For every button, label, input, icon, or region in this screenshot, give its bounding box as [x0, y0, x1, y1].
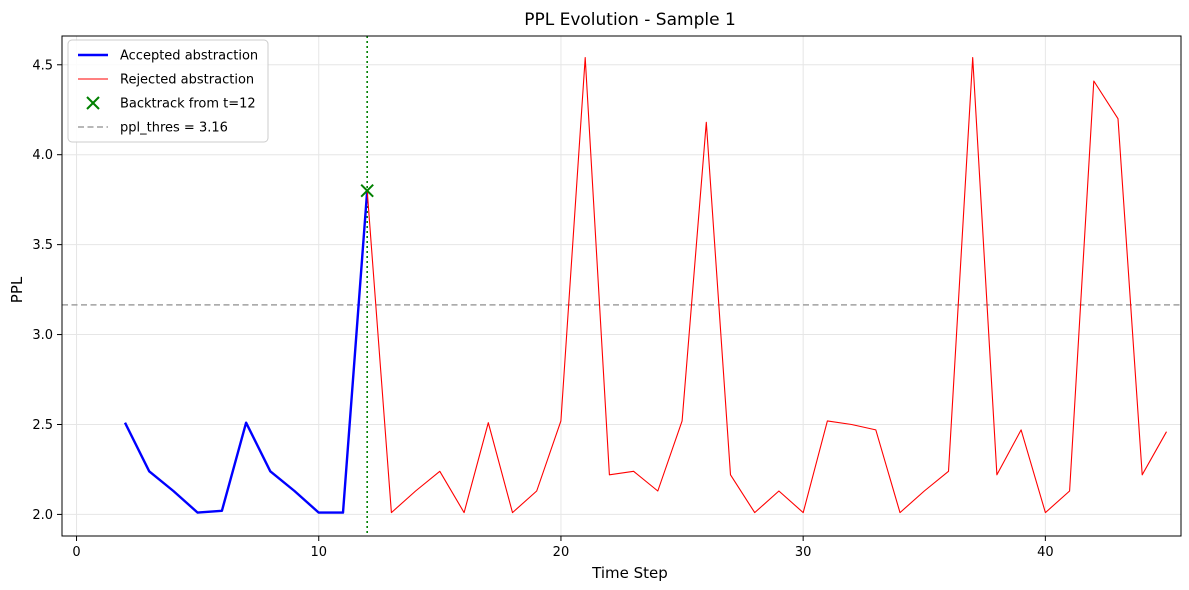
- backtrack-marker: [360, 183, 374, 198]
- x-axis-label: Time Step: [591, 564, 668, 582]
- plot-frame: [61, 35, 1182, 537]
- y-tick-label: 4.5: [32, 58, 53, 73]
- series-lines: [123, 57, 1167, 514]
- x-tick-label: 40: [1037, 545, 1054, 560]
- y-tick-label: 2.0: [32, 508, 53, 523]
- y-tick-label: 3.5: [32, 238, 53, 253]
- backtrack-marker-stroke: [360, 183, 374, 198]
- legend-label: ppl_thres = 3.16: [120, 121, 228, 136]
- y-tick-label: 4.0: [32, 148, 53, 163]
- x-tick-label: 20: [553, 545, 570, 560]
- x-tick-label: 10: [310, 545, 327, 560]
- legend-label: Accepted abstraction: [120, 49, 258, 64]
- legend-label: Backtrack from t=12: [120, 97, 256, 112]
- chart-title: PPL Evolution - Sample 1: [524, 10, 736, 30]
- x-tick-label: 30: [795, 545, 812, 560]
- legend-box: [67, 39, 269, 143]
- x-tick-label: 0: [72, 545, 80, 560]
- accepted-series-line: [123, 190, 369, 514]
- x-ticks: 0 10 20 30 40: [72, 536, 1054, 560]
- rejected-series-line: [366, 57, 1167, 514]
- y-ticks: 2.0 2.5 3.0 3.5 4.0 4.5: [32, 58, 62, 523]
- y-tick-label: 2.5: [32, 418, 53, 433]
- y-axis-label: PPL: [8, 276, 26, 303]
- y-tick-label: 3.0: [32, 328, 53, 343]
- reference-lines: [62, 36, 1181, 536]
- legend-label: Rejected abstraction: [120, 73, 254, 88]
- markers: [360, 183, 374, 198]
- legend-swatch: [86, 96, 100, 110]
- legend: Accepted abstraction Rejected abstraction…: [67, 39, 269, 143]
